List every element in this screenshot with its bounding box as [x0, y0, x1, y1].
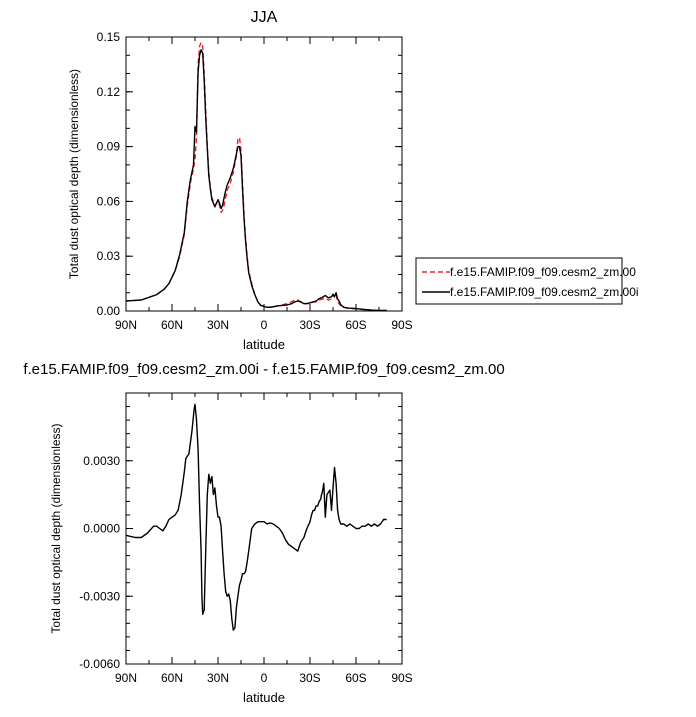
y-axis-label: Total dust optical depth (dimensionless) [49, 423, 63, 633]
y-tick-label: 0.12 [97, 85, 121, 99]
y-tick-label: 0.03 [97, 249, 121, 263]
chart-title: JJA [251, 9, 278, 26]
legend-box [415, 257, 623, 305]
x-tick-label: 30S [299, 318, 320, 332]
series-line-1 [125, 49, 387, 312]
x-tick-label: 60N [161, 671, 183, 685]
x-tick-label: 30N [207, 671, 229, 685]
series-line-0 [125, 403, 387, 631]
chart-title: f.e15.FAMIP.f09_f09.cesm2_zm.00i - f.e15… [23, 361, 504, 378]
top-plot: JJA 90N 60N 30N 0 30S 60S 90S latitude 0.00 0.03 0.… [67, 9, 639, 352]
bottom-plot: f.e15.FAMIP.f09_f09.cesm2_zm.00i - f.e15… [23, 361, 504, 705]
series-line-0 [125, 41, 387, 312]
x-tick-label: 60S [345, 318, 366, 332]
x-tick-label: 90S [391, 671, 412, 685]
y-tick-label: 0.00 [97, 304, 121, 318]
x-tick-label: 30N [207, 318, 229, 332]
x-axis-label: latitude [243, 337, 285, 352]
x-tick-label: 0 [261, 318, 268, 332]
y-tick-label: 0.0030 [83, 454, 120, 468]
legend-label-1: f.e15.FAMIP.f09_f09.cesm2_zm.00i [450, 285, 639, 299]
x-tick-label: 90S [391, 318, 412, 332]
x-tick-label: 60N [161, 318, 183, 332]
y-tick-label: 0.0000 [83, 522, 120, 536]
x-axis-label: latitude [243, 690, 285, 705]
x-tick-label: 60S [345, 671, 366, 685]
y-tick-label: -0.0030 [79, 589, 120, 603]
y-tick-label: 0.09 [97, 140, 121, 154]
y-tick-label: -0.0060 [79, 657, 120, 671]
y-axis-label: Total dust optical depth (dimensionless) [67, 69, 81, 279]
plot-frame [125, 36, 403, 312]
x-tick-label: 0 [261, 671, 268, 685]
x-tick-label: 90N [115, 671, 137, 685]
plot-frame [125, 392, 403, 665]
legend-label-0: f.e15.FAMIP.f09_f09.cesm2_zm.00 [450, 265, 636, 279]
x-tick-label: 30S [299, 671, 320, 685]
y-tick-label: 0.06 [97, 194, 121, 208]
y-tick-label: 0.15 [97, 30, 121, 44]
x-tick-label: 90N [115, 318, 137, 332]
